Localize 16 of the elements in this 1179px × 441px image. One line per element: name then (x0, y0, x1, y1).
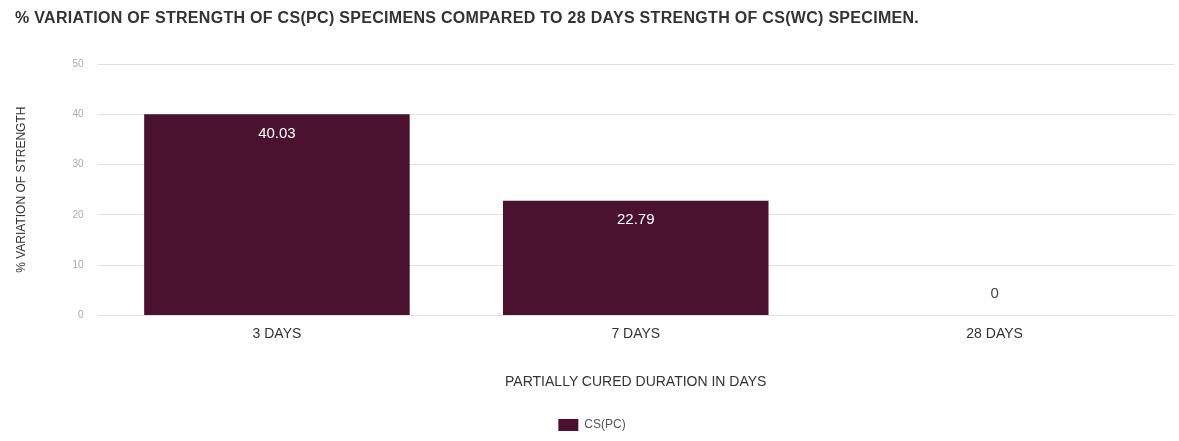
x-tick-label: 3 DAYS (252, 324, 302, 341)
chart-title: % VARIATION OF STRENGTH OF CS(PC) SPECIMENS COMPARED TO 28 DAYS STRENGTH OF CS(WC) SPECIMEN. (15, 8, 921, 27)
y-tick-label: 0 (77, 309, 84, 321)
y-tick-label: 30 (72, 158, 84, 170)
y-tick-label: 40 (72, 108, 84, 120)
y-tick-label: 50 (72, 57, 84, 69)
y-axis-title: % VARIATION OF STRENGTH (13, 106, 28, 273)
x-tick-label: 7 DAYS (611, 324, 661, 341)
data-label: 22.79 (616, 210, 655, 228)
y-tick-label: 10 (72, 258, 84, 270)
data-label: 40.03 (258, 123, 296, 141)
legend-label: CS(PC) (584, 417, 626, 432)
y-tick-label: 20 (72, 208, 84, 220)
x-axis-title: PARTIALLY CURED DURATION IN DAYS (505, 373, 767, 390)
x-tick-label: 28 DAYS (966, 324, 1023, 341)
data-label: 0 (990, 284, 999, 302)
